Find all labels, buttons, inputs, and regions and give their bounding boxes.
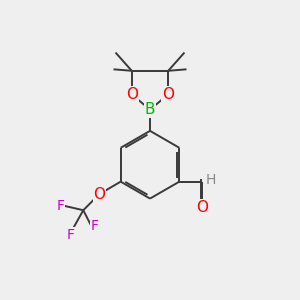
Text: O: O	[126, 87, 138, 102]
Text: F: F	[67, 228, 75, 242]
Text: F: F	[57, 199, 64, 213]
Text: H: H	[205, 173, 216, 187]
Text: F: F	[91, 219, 99, 233]
Text: O: O	[162, 87, 174, 102]
Text: O: O	[196, 200, 208, 215]
Text: O: O	[94, 187, 106, 202]
Text: B: B	[145, 102, 155, 117]
